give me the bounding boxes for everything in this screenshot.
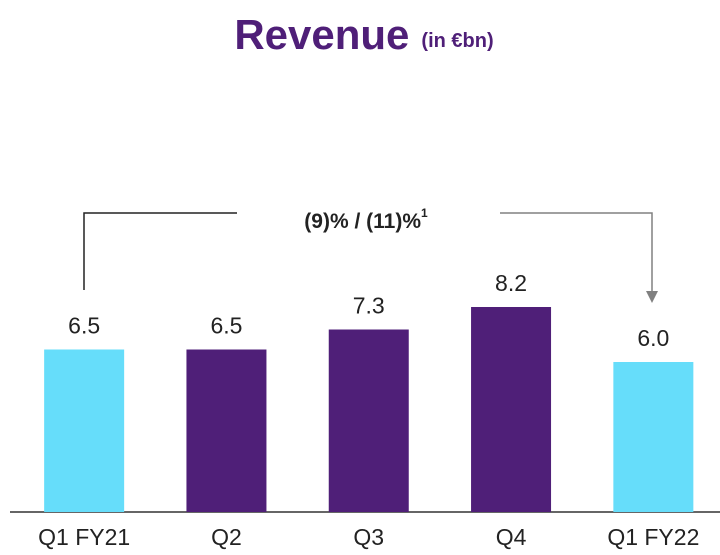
value-label: 6.5 — [68, 313, 100, 339]
value-label: 6.0 — [637, 325, 669, 351]
chart-title: Revenue — [234, 11, 409, 58]
bar — [328, 329, 409, 512]
x-tick-label: Q2 — [211, 524, 242, 550]
value-label: 8.2 — [495, 270, 527, 296]
bracket-left — [83, 212, 237, 290]
chart-subtitle: (in €bn) — [421, 30, 493, 52]
x-tick-label: Q3 — [353, 524, 384, 550]
bar — [186, 349, 267, 512]
x-tick-label: Q4 — [496, 524, 527, 550]
bar — [44, 349, 125, 512]
value-label: 7.3 — [353, 293, 385, 319]
x-tick-label: Q1 FY21 — [38, 524, 130, 550]
annotation: (9)% / (11)% — [304, 210, 421, 233]
title-group: Revenue (in €bn) — [234, 11, 493, 58]
value-label: 6.5 — [210, 313, 242, 339]
bracket-right — [500, 212, 653, 298]
x-tick-label: Q1 FY22 — [607, 524, 699, 550]
arrowhead — [646, 291, 658, 303]
bar — [471, 307, 552, 512]
bar — [613, 362, 694, 512]
footnote-marker: 1 — [421, 206, 428, 220]
annotation-group: (9)% / (11)%1 — [304, 206, 428, 232]
